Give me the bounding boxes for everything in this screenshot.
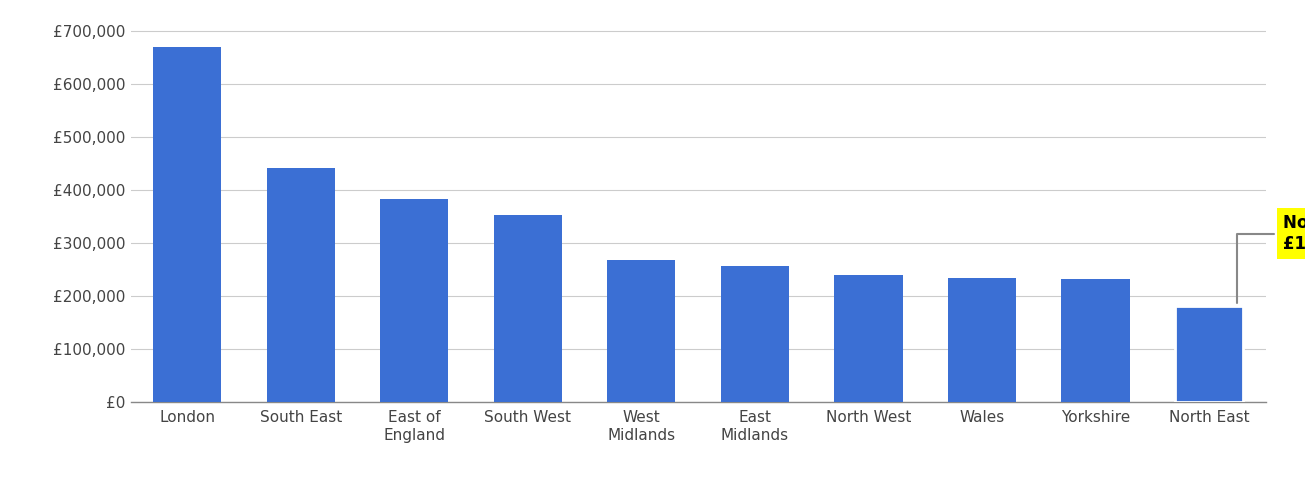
Bar [380, 199, 449, 402]
Bar [720, 266, 790, 402]
Bar [1174, 306, 1244, 402]
Bar [607, 260, 676, 402]
Bar [947, 278, 1017, 402]
Bar [493, 215, 562, 402]
Bar [266, 169, 335, 402]
Bar [1061, 279, 1130, 402]
Bar [834, 274, 903, 402]
Bar [153, 47, 222, 402]
Text: North East
£180,536: North East £180,536 [1237, 214, 1305, 303]
